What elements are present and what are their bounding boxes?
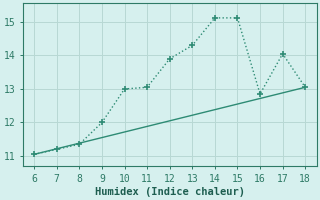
X-axis label: Humidex (Indice chaleur): Humidex (Indice chaleur) [95, 186, 245, 197]
